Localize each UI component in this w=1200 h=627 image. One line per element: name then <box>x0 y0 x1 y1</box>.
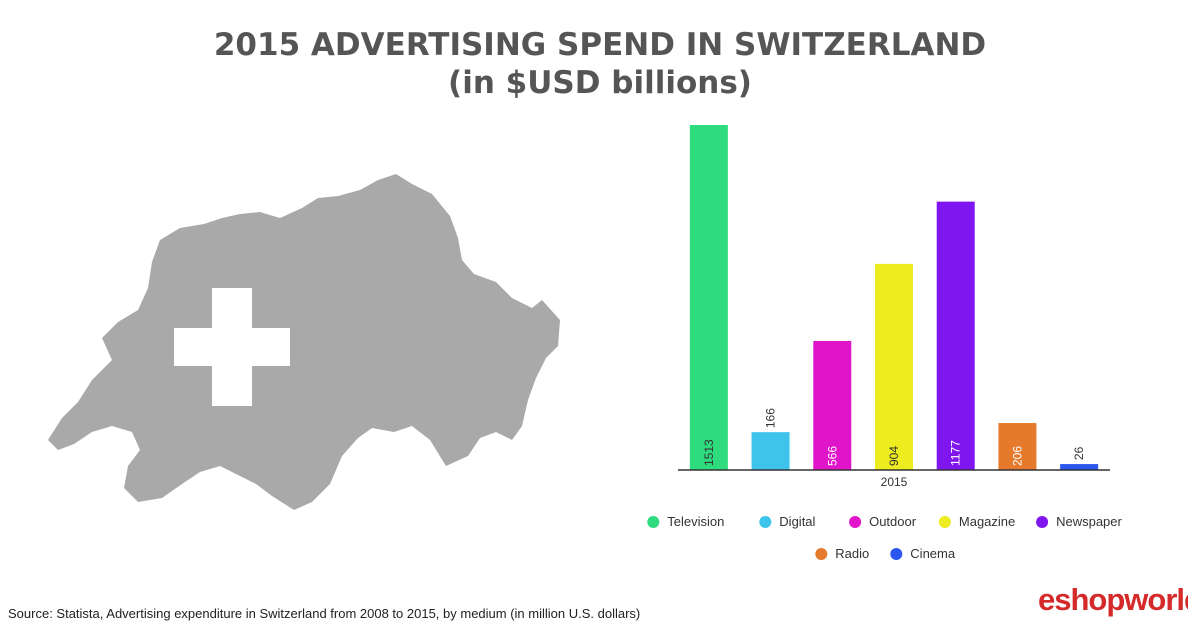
title-line-2: (in $USD billions) <box>448 65 752 101</box>
bar-value-label-magazine: 904 <box>887 446 901 466</box>
bars-layer: 1513 166 566 904 1177 206 26 <box>689 125 1099 470</box>
bar-newspaper <box>936 201 975 470</box>
swiss-cross <box>174 288 290 406</box>
bar-value-label-digital: 166 <box>764 408 778 428</box>
bar-cinema <box>1060 464 1099 470</box>
bar-chart: 1513 166 566 904 1177 206 26 2015 Television Di… <box>647 125 1123 561</box>
bar-digital <box>751 432 790 470</box>
switzerland-silhouette <box>48 174 560 510</box>
legend-swatch-cinema <box>890 548 903 560</box>
legend-label-television: Television <box>667 514 724 529</box>
legend: Television Digital Outdoor Magazine Newspape… <box>647 514 1123 561</box>
eshopworld-logo: eshopworld <box>1038 582 1188 617</box>
bar-value-label-radio: 206 <box>1010 446 1024 466</box>
legend-swatch-newspaper <box>1036 516 1049 528</box>
bar-television <box>689 125 728 470</box>
bar-outdoor <box>813 340 852 470</box>
legend-label-cinema: Cinema <box>910 546 956 561</box>
chart-title: 2015 ADVERTISING SPEND IN SWITZERLAND (i… <box>0 26 1200 102</box>
legend-swatch-magazine <box>938 516 951 528</box>
legend-label-digital: Digital <box>779 514 815 529</box>
x-tick-label: 2015 <box>881 475 908 489</box>
bar-value-label-outdoor: 566 <box>825 446 839 466</box>
legend-swatch-radio <box>815 548 828 560</box>
legend-swatch-television <box>647 516 660 528</box>
source-note: Source: Statista, Advertising expenditur… <box>8 606 641 621</box>
legend-label-radio: Radio <box>835 546 869 561</box>
legend-label-outdoor: Outdoor <box>869 514 917 529</box>
logo-text: eshopworld <box>1038 582 1188 617</box>
legend-swatch-digital <box>759 516 772 528</box>
bar-value-label-television: 1513 <box>702 439 716 466</box>
bar-value-label-cinema: 26 <box>1072 446 1086 460</box>
bar-magazine <box>875 263 913 470</box>
legend-label-newspaper: Newspaper <box>1056 514 1122 529</box>
switzerland-map <box>48 174 560 510</box>
legend-label-magazine: Magazine <box>959 514 1015 529</box>
bar-value-label-newspaper: 1177 <box>949 440 963 466</box>
bar-radio <box>998 423 1037 470</box>
legend-swatch-outdoor <box>849 516 862 528</box>
title-line-1: 2015 ADVERTISING SPEND IN SWITZERLAND <box>213 27 987 63</box>
